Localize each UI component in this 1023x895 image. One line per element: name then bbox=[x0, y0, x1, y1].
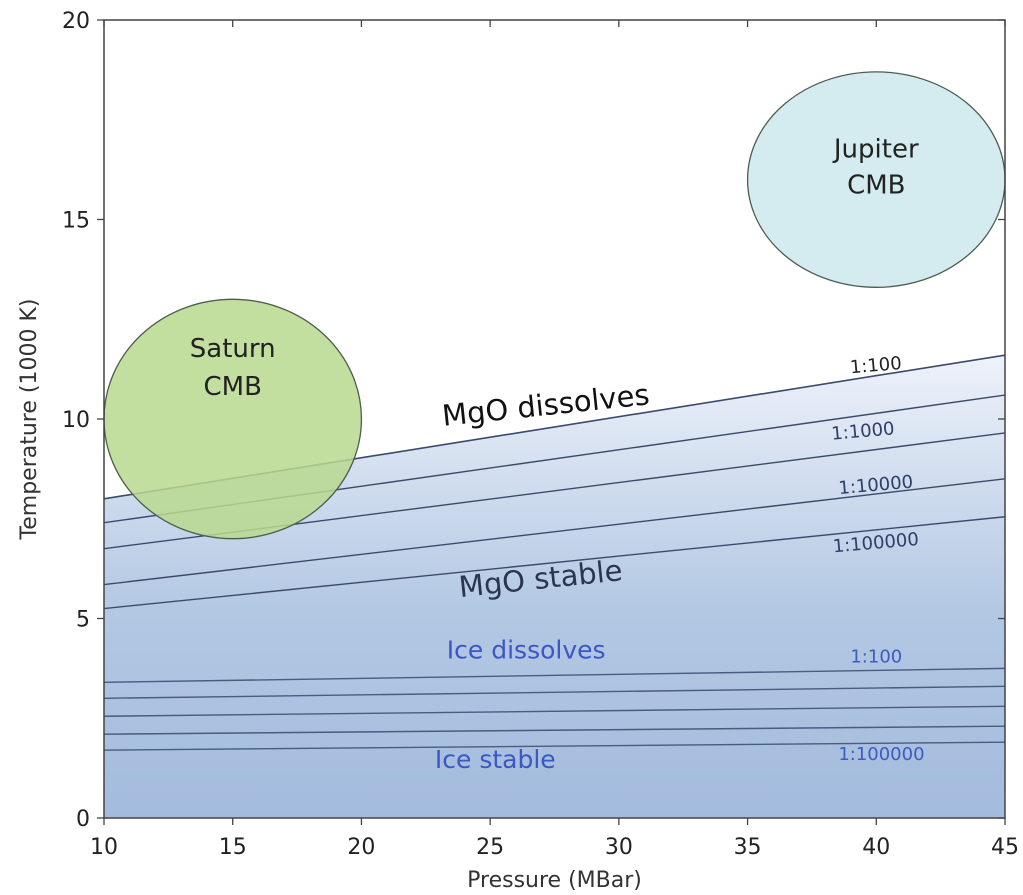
axes: 10 15 20 25 30 35 40 45 0 5 10 15 20 Pressure (MBar) T… bbox=[17, 9, 1019, 893]
x-axis-title: Pressure (MBar) bbox=[467, 868, 642, 893]
x-tick-label: 25 bbox=[476, 835, 504, 860]
ratio-label: 1:100 bbox=[850, 646, 902, 667]
y-tick-label: 15 bbox=[62, 209, 90, 234]
ice-boundary-line bbox=[104, 741, 1005, 751]
series-lines bbox=[104, 354, 1005, 751]
x-tick-label: 40 bbox=[862, 835, 890, 860]
region-label: Ice dissolves bbox=[447, 635, 606, 664]
ice-boundary-line bbox=[104, 667, 1005, 684]
x-tick-label: 10 bbox=[90, 835, 118, 860]
x-tick-label: 45 bbox=[991, 835, 1019, 860]
y-tick-label: 20 bbox=[62, 9, 90, 34]
ice-boundary-line bbox=[104, 725, 1005, 735]
x-tick-label: 30 bbox=[605, 835, 633, 860]
x-tick-label: 35 bbox=[734, 835, 762, 860]
mgo-boundary-line bbox=[104, 516, 1005, 610]
ice-boundary-line bbox=[104, 705, 1005, 717]
y-tick-label: 10 bbox=[62, 408, 90, 433]
saturn-cmb-label: CMB bbox=[203, 372, 261, 402]
jupiter-cmb-label: Jupiter bbox=[832, 135, 919, 165]
mgo-boundary-line bbox=[104, 478, 1005, 586]
jupiter-cmb-label: CMB bbox=[847, 171, 905, 201]
x-tick-label: 20 bbox=[347, 835, 375, 860]
y-axis-title: Temperature (1000 K) bbox=[17, 299, 42, 541]
ice-boundary-line bbox=[104, 685, 1005, 699]
ratio-label: 1:100 bbox=[849, 353, 903, 378]
region-label: Ice stable bbox=[435, 745, 556, 774]
x-tick-label: 15 bbox=[219, 835, 247, 860]
saturn-cmb-label: Saturn bbox=[190, 334, 276, 364]
y-tick-label: 5 bbox=[76, 608, 90, 633]
y-tick-label: 0 bbox=[76, 807, 90, 832]
ratio-label: 1:100000 bbox=[838, 744, 924, 765]
